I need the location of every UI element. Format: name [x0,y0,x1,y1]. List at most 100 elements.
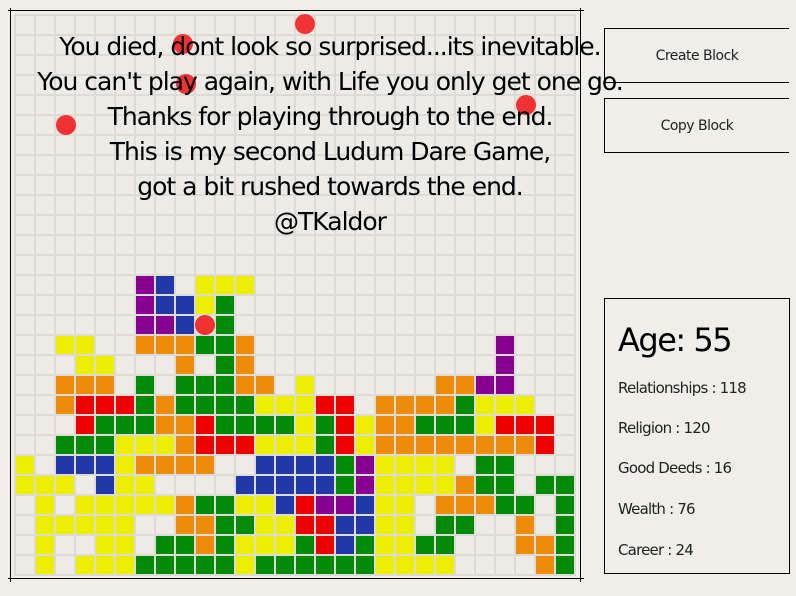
empty-cell[interactable] [194,214,216,236]
block-yellow[interactable] [34,514,56,536]
block-green[interactable] [434,414,456,436]
empty-cell[interactable] [234,134,256,156]
empty-cell[interactable] [34,434,56,456]
empty-cell[interactable] [374,134,396,156]
block-purple[interactable] [474,374,496,396]
block-red[interactable] [534,414,556,436]
empty-cell[interactable] [474,54,496,76]
block-red[interactable] [234,434,256,456]
empty-cell[interactable] [394,194,416,216]
block-green[interactable] [294,554,316,576]
block-green[interactable] [254,414,276,436]
empty-cell[interactable] [554,294,576,316]
empty-cell[interactable] [254,254,276,276]
block-green[interactable] [214,334,236,356]
empty-cell[interactable] [14,374,36,396]
block-purple[interactable] [494,374,516,396]
empty-cell[interactable] [514,34,536,56]
block-yellow[interactable] [294,414,316,436]
empty-cell[interactable] [94,214,116,236]
empty-cell[interactable] [374,374,396,396]
empty-cell[interactable] [74,194,96,216]
empty-cell[interactable] [254,214,276,236]
empty-cell[interactable] [354,374,376,396]
block-yellow[interactable] [434,454,456,476]
empty-cell[interactable] [254,14,276,36]
block-orange[interactable] [174,434,196,456]
block-red[interactable] [494,414,516,436]
block-yellow[interactable] [274,514,296,536]
empty-cell[interactable] [314,74,336,96]
block-green[interactable] [214,534,236,556]
block-green[interactable] [474,474,496,496]
empty-cell[interactable] [214,214,236,236]
empty-cell[interactable] [334,54,356,76]
block-red[interactable] [194,434,216,456]
block-blue[interactable] [354,494,376,516]
empty-cell[interactable] [554,454,576,476]
block-green[interactable] [174,534,196,556]
empty-cell[interactable] [254,134,276,156]
empty-cell[interactable] [154,134,176,156]
empty-cell[interactable] [114,214,136,236]
empty-cell[interactable] [74,134,96,156]
empty-cell[interactable] [374,34,396,56]
empty-cell[interactable] [94,194,116,216]
empty-cell[interactable] [394,334,416,356]
empty-cell[interactable] [494,234,516,256]
empty-cell[interactable] [354,234,376,256]
block-green[interactable] [234,394,256,416]
block-grid[interactable] [14,14,577,577]
empty-cell[interactable] [454,234,476,256]
empty-cell[interactable] [494,74,516,96]
block-yellow[interactable] [474,414,496,436]
empty-cell[interactable] [314,234,336,256]
block-yellow[interactable] [414,454,436,476]
block-green[interactable] [454,514,476,536]
empty-cell[interactable] [134,174,156,196]
block-yellow[interactable] [254,434,276,456]
empty-cell[interactable] [34,14,56,36]
block-yellow[interactable] [394,494,416,516]
empty-cell[interactable] [34,314,56,336]
empty-cell[interactable] [74,34,96,56]
empty-cell[interactable] [54,314,76,336]
empty-cell[interactable] [474,334,496,356]
empty-cell[interactable] [354,54,376,76]
block-green[interactable] [494,474,516,496]
block-blue[interactable] [354,514,376,536]
empty-cell[interactable] [434,134,456,156]
empty-cell[interactable] [34,354,56,376]
empty-cell[interactable] [514,14,536,36]
empty-cell[interactable] [114,14,136,36]
block-purple[interactable] [134,294,156,316]
empty-cell[interactable] [374,294,396,316]
empty-cell[interactable] [394,134,416,156]
empty-cell[interactable] [154,194,176,216]
empty-cell[interactable] [454,34,476,56]
create-block-button[interactable]: Create Block [604,28,789,83]
empty-cell[interactable] [234,214,256,236]
empty-cell[interactable] [54,254,76,276]
empty-cell[interactable] [34,74,56,96]
block-yellow[interactable] [434,474,456,496]
empty-cell[interactable] [334,134,356,156]
empty-cell[interactable] [234,34,256,56]
empty-cell[interactable] [194,194,216,216]
block-green[interactable] [134,414,156,436]
empty-cell[interactable] [454,74,476,96]
empty-cell[interactable] [474,134,496,156]
empty-cell[interactable] [434,334,456,356]
empty-cell[interactable] [354,74,376,96]
block-orange[interactable] [154,414,176,436]
empty-cell[interactable] [314,194,336,216]
empty-cell[interactable] [474,14,496,36]
empty-cell[interactable] [314,34,336,56]
empty-cell[interactable] [194,354,216,376]
block-yellow[interactable] [114,554,136,576]
empty-cell[interactable] [354,34,376,56]
empty-cell[interactable] [34,54,56,76]
empty-cell[interactable] [354,114,376,136]
empty-cell[interactable] [534,134,556,156]
empty-cell[interactable] [274,374,296,396]
